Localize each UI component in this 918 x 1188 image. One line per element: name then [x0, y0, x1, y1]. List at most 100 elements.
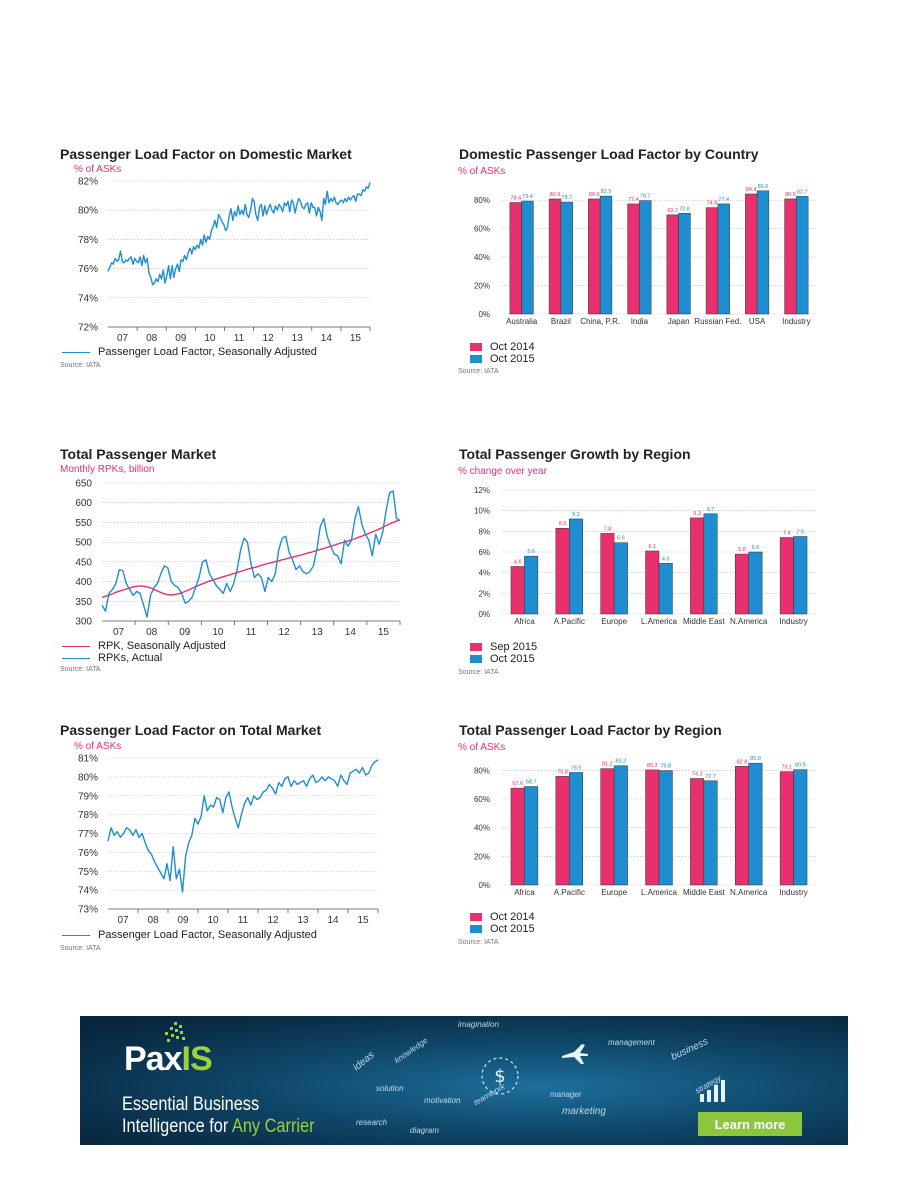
- y-tick-label: 80%: [474, 196, 490, 205]
- airplane-icon: [562, 1044, 588, 1064]
- x-tick-label: 15: [350, 333, 362, 344]
- legend-swatch-blue: [470, 925, 482, 933]
- y-tick-label: 0%: [478, 881, 490, 890]
- chart5-title: Passenger Load Factor on Total Market: [60, 722, 322, 738]
- bar-series-2: [613, 542, 628, 615]
- category-label: A.Pacific: [554, 617, 585, 626]
- x-tick-label: 09: [175, 333, 187, 344]
- x-tick-label: 14: [345, 627, 357, 638]
- bar-series-2: [756, 190, 770, 315]
- data-label: 80.9: [550, 192, 561, 198]
- logo-dots-icon: [165, 1022, 185, 1042]
- chart5-legend-label: Passenger Load Factor, Seasonally Adjust…: [98, 929, 317, 941]
- category-label: Russian Fed.: [694, 317, 741, 326]
- tagline-line-1: Essential Business: [122, 1094, 260, 1115]
- y-tick-label: 78%: [78, 235, 98, 246]
- x-tick-label: 07: [117, 333, 129, 344]
- bar-series-1: [784, 198, 797, 315]
- data-label: 85.0: [750, 756, 761, 762]
- y-tick-label: 8%: [478, 527, 490, 536]
- bar-series-1: [548, 198, 562, 315]
- chart6-legend-label-2: Oct 2015: [490, 923, 535, 935]
- bar-graph-icon: [700, 1080, 725, 1102]
- chart2-source: Source: IATA: [458, 368, 499, 375]
- legend-swatch-blue: [470, 355, 482, 363]
- y-tick-label: 550: [75, 518, 92, 529]
- bar-series-1: [645, 769, 660, 886]
- category-label: China, P.R.: [580, 317, 620, 326]
- y-tick-label: 12%: [474, 486, 490, 495]
- bar-series-1: [509, 202, 522, 315]
- data-label: 7.8: [604, 526, 612, 532]
- chart1-unit: % of ASKs: [74, 164, 122, 175]
- data-label: 78.4: [510, 195, 521, 201]
- data-label: 7.5: [796, 530, 804, 536]
- x-tick-label: 11: [234, 333, 245, 344]
- bar-series-2: [793, 769, 808, 886]
- bar-series-1: [600, 533, 615, 615]
- x-tick-label: 11: [246, 627, 257, 638]
- category-label: Africa: [514, 888, 535, 897]
- bar-series-1: [510, 787, 525, 886]
- data-label: 79.8: [660, 764, 671, 770]
- chart4-title: Total Passenger Growth by Region: [459, 446, 691, 462]
- bar-series-2: [658, 770, 673, 886]
- data-label: 8.3: [559, 521, 567, 527]
- banner-word: diagram: [410, 1126, 439, 1135]
- data-label: 81.2: [602, 762, 613, 768]
- x-tick-label: 14: [327, 915, 339, 926]
- chart4-unit: % change over year: [458, 466, 547, 477]
- chart1-title: Passenger Load Factor on Domestic Market: [60, 146, 352, 162]
- legend-swatch-pink: [470, 643, 482, 651]
- legend-swatch-pink: [470, 913, 482, 921]
- y-tick-label: 4%: [478, 569, 490, 578]
- data-label: 77.4: [628, 197, 639, 203]
- tagline-line-2b: Any Carrier: [231, 1116, 315, 1137]
- y-tick-label: 78%: [78, 810, 98, 821]
- data-label: 83.2: [616, 759, 627, 765]
- bar-series-2: [748, 551, 763, 615]
- data-label: 79.1: [781, 765, 792, 771]
- chart2-legend: Oct 2014 Oct 2015: [470, 341, 535, 365]
- data-label: 6.1: [648, 544, 656, 550]
- legend-swatch-pink: [470, 343, 482, 351]
- category-label: N.America: [730, 617, 768, 626]
- category-label: India: [631, 317, 649, 326]
- paxis-banner[interactable]: PaxIS Essential Business Intelligence fo…: [80, 1016, 848, 1145]
- bar-series-2: [569, 772, 583, 886]
- chart6-legend: Oct 2014 Oct 2015: [470, 911, 535, 935]
- chart5-plot: 73% 74% 75% 76% 77% 78% 79% 80% 81% 07 08 09 10 11 12 1…: [78, 754, 379, 926]
- legend-line-swatch: [62, 934, 90, 936]
- x-tick-label: 08: [146, 627, 158, 638]
- chart3-plot: 300 350 400 450 500 550 600 650 07 08 09 10 11 12 13 14…: [75, 479, 401, 638]
- bar-series-2: [599, 195, 613, 315]
- chart3-source: Source: IATA: [60, 666, 101, 673]
- chart6-legend-label-1: Oct 2014: [490, 911, 535, 923]
- x-tick-label: 09: [179, 627, 191, 638]
- data-label: 79.4: [522, 194, 533, 200]
- paxis-logo: PaxIS: [124, 1040, 213, 1079]
- bar-series-1: [555, 776, 570, 886]
- y-tick-label: 2%: [478, 589, 490, 598]
- bar-series-2: [703, 780, 718, 886]
- data-label: 68.7: [526, 780, 537, 786]
- category-label: Europe: [601, 888, 627, 897]
- dollar-circle-icon: $: [481, 1057, 519, 1095]
- category-label: Middle East: [683, 888, 726, 897]
- y-tick-label: 60%: [474, 795, 490, 804]
- category-label: Industry: [779, 617, 807, 626]
- legend-line-swatch: [62, 351, 90, 353]
- data-label: 79.7: [640, 194, 651, 200]
- banner-word: management: [608, 1038, 655, 1047]
- y-tick-label: 79%: [78, 791, 98, 802]
- chart3-unit: Monthly RPKs, billion: [60, 464, 155, 475]
- bar-series-1: [735, 766, 749, 886]
- data-label: 69.7: [667, 208, 678, 214]
- learn-more-button[interactable]: Learn more: [698, 1112, 802, 1136]
- y-tick-label: 10%: [474, 507, 490, 516]
- y-tick-label: 40%: [474, 253, 490, 262]
- series-line: [101, 519, 401, 598]
- chart2-legend-label-1: Oct 2014: [490, 341, 535, 353]
- x-tick-label: 13: [297, 915, 309, 926]
- chart4-legend-label-1: Sep 2015: [490, 641, 538, 653]
